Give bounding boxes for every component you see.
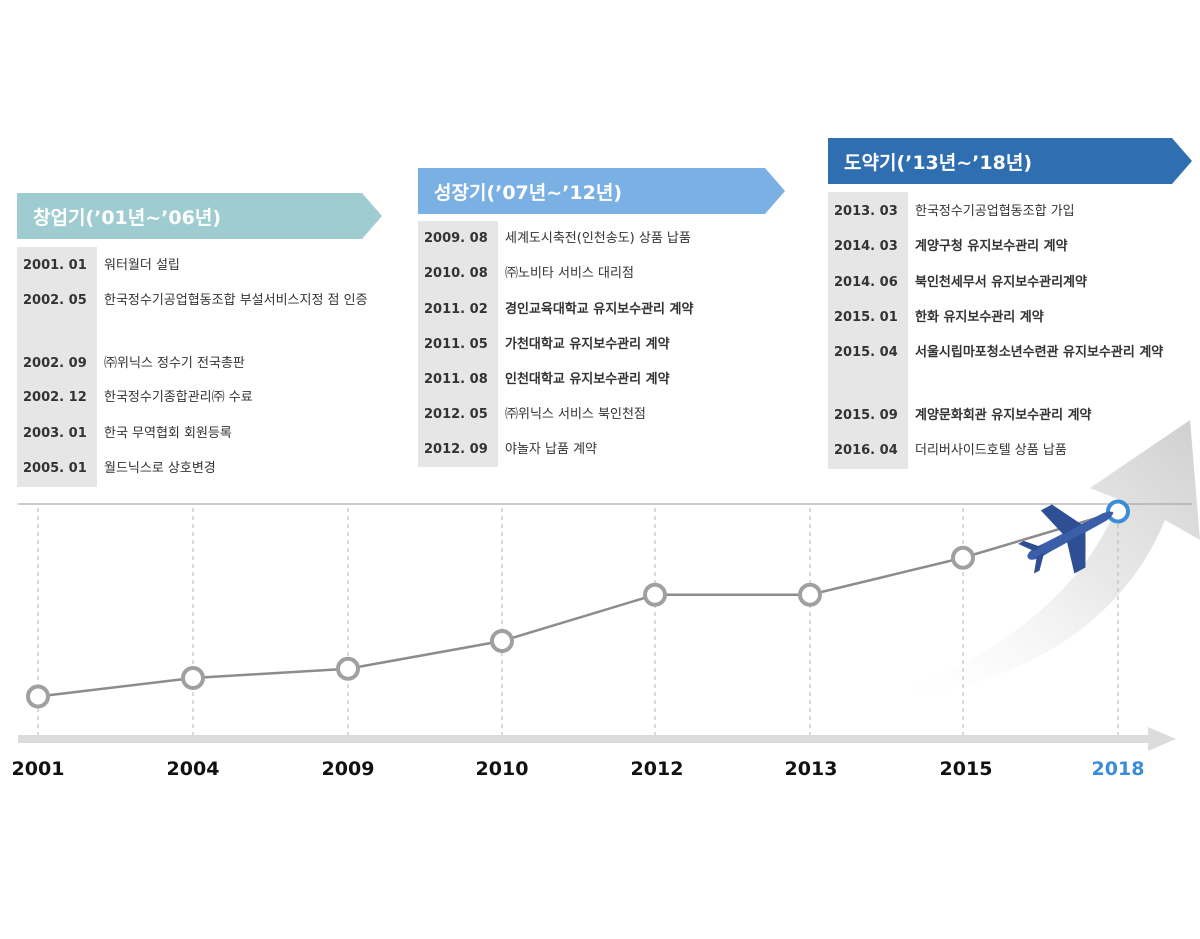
event-date: 2015. 09 — [834, 408, 898, 423]
phase-banner-leap: 도약기(’13년~’18년) — [828, 138, 1192, 184]
event-text: 가천대학교 유지보수관리 계약 — [505, 337, 670, 352]
x-tick-label-highlight: 2018 — [1091, 758, 1145, 780]
x-tick-label: 2009 — [321, 758, 375, 780]
event-text: 세계도시축전(인천송도) 상품 납품 — [505, 231, 691, 246]
event-date: 2005. 01 — [23, 461, 87, 476]
x-tick-label: 2015 — [939, 758, 993, 780]
data-point — [798, 582, 822, 607]
x-tick-label: 2010 — [475, 758, 529, 780]
event-text: 한화 유지보수관리 계약 — [915, 310, 1044, 325]
event-date: 2010. 08 — [424, 266, 488, 281]
event-date: 2009. 08 — [424, 231, 488, 246]
phase-title: 도약기(’13년~’18년) — [844, 151, 1033, 174]
event-text: 워터월더 설립 — [104, 258, 180, 273]
event-date: 2016. 04 — [834, 443, 898, 458]
series-line — [37, 510, 1119, 698]
phase-title: 성장기(’07년~’12년) — [434, 181, 623, 204]
event-date: 2011. 08 — [424, 372, 488, 387]
event-text: 한국정수기공업협동조합 가입 — [915, 204, 1075, 219]
event-text: ㈜노비타 서비스 대리점 — [505, 266, 634, 281]
event-row: 2002. 05 한국정수기공업협동조합 부설서비스지정 점 인증 — [17, 290, 382, 312]
phase-title: 창업기(’01년~’06년) — [33, 206, 222, 229]
event-row: 2013. 03 한국정수기공업협동조합 가입 — [828, 201, 1192, 223]
data-point — [181, 666, 205, 690]
event-text: 계양구청 유지보수관리 계약 — [915, 239, 1068, 254]
event-text: 계양문화회관 유지보수관리 계약 — [915, 408, 1092, 423]
event-text: 서울시립마포청소년수련관 유지보수관리 계약 — [915, 345, 1164, 360]
events-panel-leap: 2013. 03 한국정수기공업협동조합 가입 2014. 03 계양구청 유지… — [828, 192, 1192, 469]
data-point — [336, 656, 360, 681]
phase-banner-founding: 창업기(’01년~’06년) — [17, 193, 382, 239]
event-text: 한국 무역협회 회원등록 — [104, 426, 232, 441]
event-date: 2012. 09 — [424, 442, 488, 457]
event-date: 2002. 12 — [23, 390, 87, 405]
event-text: ㈜위닉스 정수기 전국총판 — [104, 356, 245, 371]
event-row: 2011. 02 경인교육대학교 유지보수관리 계약 — [418, 299, 785, 321]
event-text: 경인교육대학교 유지보수관리 계약 — [505, 302, 694, 317]
airplane-icon — [1018, 504, 1114, 574]
event-date: 2013. 03 — [834, 204, 898, 219]
event-row: 2015. 01 한화 유지보수관리 계약 — [828, 307, 1192, 329]
x-tick-label: 2001 — [11, 758, 65, 780]
event-date: 2002. 09 — [23, 356, 87, 371]
x-tick-label: 2004 — [166, 758, 220, 780]
event-date: 2014. 06 — [834, 275, 898, 290]
event-row: 2016. 04 더리버사이드호텔 상품 납품 — [828, 440, 1192, 462]
events-panel-growth: 2009. 08 세계도시축전(인천송도) 상품 납품 2010. 08 ㈜노비… — [418, 221, 785, 467]
event-row: 2011. 05 가천대학교 유지보수관리 계약 — [418, 334, 785, 356]
event-text: 북인천세무서 유지보수관리계약 — [915, 275, 1087, 290]
event-row: 2001. 01 워터월더 설립 — [17, 255, 382, 277]
event-date: 2011. 02 — [424, 302, 488, 317]
x-axis-arrow — [18, 727, 1176, 751]
event-date: 2014. 03 — [834, 239, 898, 254]
event-row: 2010. 08 ㈜노비타 서비스 대리점 — [418, 263, 785, 285]
event-row: 2014. 03 계양구청 유지보수관리 계약 — [828, 236, 1192, 258]
event-date: 2002. 05 — [23, 293, 87, 308]
event-date: 2012. 05 — [424, 407, 488, 422]
x-tick-label: 2012 — [630, 758, 684, 780]
growth-arrow-icon — [880, 420, 1200, 700]
x-tick-label: 2013 — [784, 758, 838, 780]
event-row: 2003. 01 한국 무역협회 회원등록 — [17, 423, 382, 445]
event-date: 2001. 01 — [23, 258, 87, 273]
event-text: 한국정수기종합관리㈜ 수료 — [104, 390, 253, 405]
event-date: 2015. 04 — [834, 345, 898, 360]
data-point — [951, 545, 975, 570]
event-text: 인천대학교 유지보수관리 계약 — [505, 372, 670, 387]
events-panel-founding: 2001. 01 워터월더 설립 2002. 05 한국정수기공업협동조합 부설… — [17, 247, 382, 487]
date-column — [418, 221, 498, 467]
event-text: 월드닉스로 상호변경 — [104, 461, 216, 476]
event-row: 2012. 05 ㈜위닉스 서비스 북인천점 — [418, 404, 785, 426]
event-row: 2011. 08 인천대학교 유지보수관리 계약 — [418, 369, 785, 391]
event-text: 야놀자 납품 계약 — [505, 442, 597, 457]
phase-banner-growth: 성장기(’07년~’12년) — [418, 168, 785, 214]
event-row: 2012. 09 야놀자 납품 계약 — [418, 439, 785, 461]
event-text: 한국정수기공업협동조합 부설서비스지정 점 인증 — [104, 293, 368, 308]
data-point — [26, 684, 50, 709]
event-date: 2011. 05 — [424, 337, 488, 352]
event-date: 2003. 01 — [23, 426, 87, 441]
event-row: 2002. 12 한국정수기종합관리㈜ 수료 — [17, 387, 382, 409]
date-column — [828, 192, 908, 469]
data-point — [643, 582, 667, 607]
event-row: 2002. 09 ㈜위닉스 정수기 전국총판 — [17, 353, 382, 375]
event-text: ㈜위닉스 서비스 북인천점 — [505, 407, 646, 422]
data-point-highlight — [1106, 499, 1130, 524]
event-row: 2009. 08 세계도시축전(인천송도) 상품 납품 — [418, 228, 785, 250]
date-column — [17, 247, 97, 487]
event-text: 더리버사이드호텔 상품 납품 — [915, 443, 1067, 458]
data-point — [490, 629, 514, 653]
event-row: 2015. 04 서울시립마포청소년수련관 유지보수관리 계약 — [828, 342, 1192, 364]
event-date: 2015. 01 — [834, 310, 898, 325]
event-row: 2014. 06 북인천세무서 유지보수관리계약 — [828, 272, 1192, 294]
event-row: 2015. 09 계양문화회관 유지보수관리 계약 — [828, 405, 1192, 427]
event-row: 2005. 01 월드닉스로 상호변경 — [17, 458, 382, 480]
